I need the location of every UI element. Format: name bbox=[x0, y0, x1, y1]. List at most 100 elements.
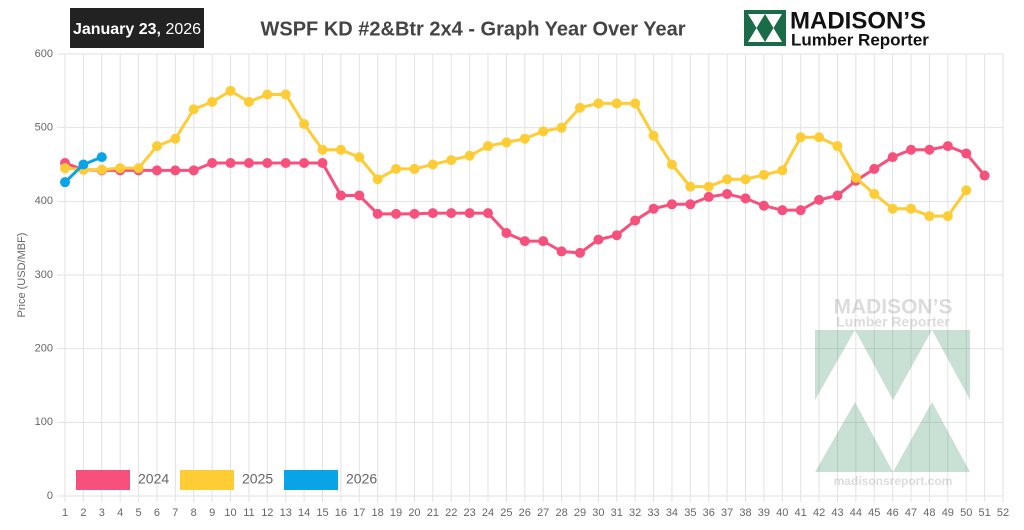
logo-mark bbox=[748, 14, 782, 42]
data-point bbox=[96, 164, 107, 175]
data-point bbox=[832, 190, 843, 201]
x-tick-label: 3 bbox=[99, 507, 105, 519]
data-point bbox=[391, 163, 402, 174]
x-tick-label: 34 bbox=[666, 507, 678, 519]
x-tick-label: 40 bbox=[776, 507, 788, 519]
date-day: January 23, bbox=[73, 21, 161, 38]
data-point bbox=[60, 163, 70, 174]
data-point bbox=[446, 155, 457, 166]
x-tick-label: 22 bbox=[445, 507, 457, 519]
data-point bbox=[151, 141, 162, 152]
x-tick-label: 48 bbox=[923, 507, 935, 519]
data-point bbox=[262, 158, 273, 169]
logo: MADISON’S Lumber Reporter bbox=[744, 7, 929, 49]
x-tick-label: 29 bbox=[574, 507, 586, 519]
y-tick-label: 100 bbox=[35, 416, 53, 428]
x-tick-label: 46 bbox=[887, 507, 899, 519]
x-tick-label: 33 bbox=[647, 507, 659, 519]
data-point bbox=[814, 194, 825, 205]
data-point bbox=[574, 102, 585, 113]
data-point bbox=[317, 144, 328, 155]
x-tick-label: 42 bbox=[813, 507, 825, 519]
x-tick-label: 12 bbox=[261, 507, 273, 519]
x-tick-label: 11 bbox=[243, 507, 254, 519]
x-tick-label: 38 bbox=[739, 507, 751, 519]
data-point bbox=[832, 141, 843, 152]
x-tick-label: 19 bbox=[390, 507, 402, 519]
data-point bbox=[519, 133, 530, 144]
data-point bbox=[924, 211, 935, 222]
data-point bbox=[906, 144, 917, 155]
data-point bbox=[78, 159, 89, 170]
y-tick-label: 400 bbox=[35, 195, 53, 207]
data-point bbox=[979, 170, 990, 181]
data-point bbox=[574, 247, 585, 258]
x-tick-label: 41 bbox=[795, 507, 807, 519]
x-tick-label: 15 bbox=[316, 507, 328, 519]
data-point bbox=[262, 89, 273, 100]
data-point bbox=[170, 133, 181, 144]
x-tick-label: 6 bbox=[154, 507, 160, 519]
x-tick-label: 16 bbox=[335, 507, 347, 519]
data-point bbox=[170, 165, 181, 176]
data-point bbox=[740, 174, 751, 185]
date-year: 2026 bbox=[165, 21, 201, 38]
data-point bbox=[96, 152, 107, 163]
data-point bbox=[243, 158, 254, 169]
data-point bbox=[501, 228, 512, 239]
data-point bbox=[446, 208, 457, 219]
x-tick-label: 45 bbox=[868, 507, 880, 519]
x-tick-label: 13 bbox=[280, 507, 292, 519]
data-point bbox=[814, 132, 825, 143]
data-point bbox=[722, 188, 733, 199]
data-point bbox=[207, 96, 218, 107]
data-point bbox=[685, 181, 696, 192]
chart-title: WSPF KD #2&Btr 2x4 - Graph Year Over Yea… bbox=[260, 18, 685, 40]
x-tick-label: 7 bbox=[172, 507, 178, 519]
data-point bbox=[335, 144, 346, 155]
y-tick-label: 300 bbox=[35, 269, 53, 281]
data-point bbox=[777, 205, 788, 216]
data-point bbox=[887, 152, 898, 163]
y-tick-label: 200 bbox=[35, 343, 53, 355]
data-point bbox=[464, 208, 475, 219]
watermark: MADISON’S Lumber Reporter madisonsreport… bbox=[815, 296, 970, 488]
data-point bbox=[795, 132, 806, 143]
x-tick-label: 2 bbox=[80, 507, 86, 519]
data-point bbox=[630, 98, 641, 109]
x-tick-label: 20 bbox=[408, 507, 420, 519]
x-tick-label: 10 bbox=[224, 507, 236, 519]
x-tick-label: 52 bbox=[997, 507, 1009, 519]
data-point bbox=[758, 169, 769, 180]
watermark-mark bbox=[815, 330, 970, 472]
data-point bbox=[869, 188, 880, 199]
data-point bbox=[740, 193, 751, 204]
data-point bbox=[556, 246, 567, 257]
legend-label: 2026 bbox=[346, 471, 377, 487]
data-point bbox=[666, 159, 677, 170]
data-point bbox=[538, 126, 549, 137]
data-point bbox=[961, 148, 972, 159]
data-point bbox=[409, 208, 420, 219]
data-point bbox=[722, 174, 733, 185]
y-axis-label: Price (USD/MBF) bbox=[16, 233, 28, 318]
y-tick-label: 0 bbox=[47, 490, 53, 502]
x-tick-label: 23 bbox=[464, 507, 476, 519]
data-point bbox=[924, 144, 935, 155]
data-point bbox=[409, 163, 420, 174]
x-tick-label: 44 bbox=[850, 507, 862, 519]
data-point bbox=[299, 118, 310, 129]
data-point bbox=[427, 159, 438, 170]
data-point bbox=[593, 98, 604, 109]
data-point bbox=[372, 174, 383, 185]
x-tick-label: 1 bbox=[62, 507, 68, 519]
x-tick-label: 8 bbox=[191, 507, 197, 519]
data-point bbox=[906, 203, 917, 214]
data-point bbox=[611, 98, 622, 109]
data-point bbox=[225, 158, 236, 169]
x-tick-label: 49 bbox=[942, 507, 954, 519]
x-tick-label: 47 bbox=[905, 507, 917, 519]
x-tick-label: 5 bbox=[136, 507, 142, 519]
data-point bbox=[207, 158, 218, 169]
